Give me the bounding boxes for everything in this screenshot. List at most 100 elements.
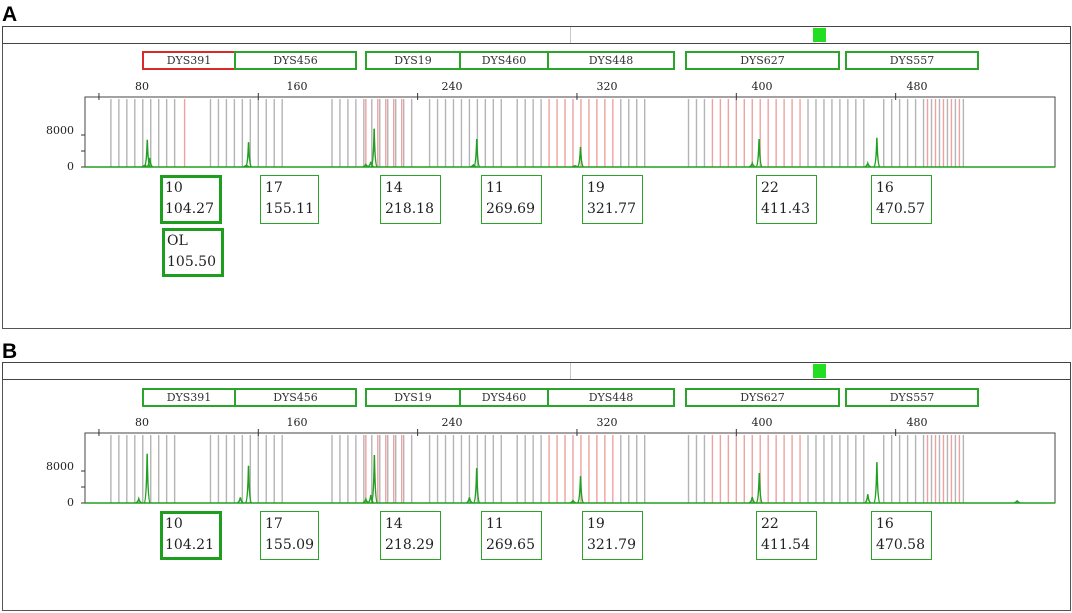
peak-mark — [236, 497, 244, 504]
allele-size: 470.58 — [876, 537, 925, 553]
allele-call-box[interactable]: 22 411.54 — [756, 511, 817, 560]
peak-mark — [370, 454, 379, 504]
peak-mark — [244, 142, 253, 168]
marker-dys19[interactable]: DYS19 — [365, 51, 461, 70]
allele-size: 155.09 — [265, 537, 314, 553]
allele-value: 17 — [265, 516, 283, 532]
peak-mark — [873, 462, 881, 504]
peak-mark — [367, 494, 375, 504]
peak-mark — [473, 468, 481, 504]
marker-dys19[interactable]: DYS19 — [365, 388, 461, 407]
peak-mark — [576, 476, 585, 504]
allele-call-box[interactable]: 10 104.21 — [160, 511, 222, 560]
peak-mark — [466, 497, 473, 504]
x-tick-label: 80 — [135, 80, 149, 93]
marker-dys448[interactable]: DYS448 — [547, 388, 675, 407]
x-tick-label: 240 — [441, 416, 463, 429]
allele-call-box[interactable]: 16 470.58 — [871, 511, 932, 560]
allele-value: 10 — [165, 180, 183, 196]
allele-call-box[interactable]: 11 269.65 — [481, 511, 542, 560]
x-tick-label: 400 — [751, 416, 773, 429]
panel-b-letter: B — [2, 340, 18, 363]
plot-frame — [84, 432, 1056, 504]
allele-value: 16 — [876, 516, 894, 532]
allele-call-box[interactable]: 11 269.69 — [481, 175, 542, 224]
scrollbar-center-line — [570, 27, 571, 43]
allele-call-box[interactable]: 14 218.18 — [380, 175, 441, 224]
peak-mark — [755, 138, 763, 168]
marker-dys557[interactable]: DYS557 — [845, 51, 979, 70]
peak-mark — [473, 138, 481, 168]
marker-dys456[interactable]: DYS456 — [234, 388, 357, 407]
scrollbar-thumb[interactable] — [813, 28, 826, 42]
panel-a-electropherogram — [81, 93, 1056, 168]
allele-value: OL — [167, 233, 188, 249]
allele-call-box[interactable]: 16 470.57 — [871, 175, 932, 224]
x-tick-label: 400 — [751, 80, 773, 93]
allele-size: 155.11 — [265, 201, 314, 217]
marker-dys460[interactable]: DYS460 — [459, 51, 549, 70]
allele-value: 10 — [165, 516, 183, 532]
x-tick-label: 320 — [596, 416, 618, 429]
marker-dys456[interactable]: DYS456 — [234, 51, 357, 70]
marker-dys460[interactable]: DYS460 — [459, 388, 549, 407]
allele-call-box[interactable]: OL 105.50 — [162, 228, 224, 277]
allele-size: 105.50 — [167, 254, 216, 270]
peak-mark — [143, 453, 151, 504]
allele-value: 22 — [761, 516, 779, 532]
x-tick-label: 320 — [596, 80, 618, 93]
scrollbar-thumb[interactable] — [813, 364, 826, 378]
peak-mark — [748, 496, 756, 504]
allele-value: 16 — [876, 180, 894, 196]
panel-a-letter: A — [2, 3, 18, 26]
allele-value: 14 — [385, 516, 403, 532]
allele-call-box[interactable]: 14 218.29 — [380, 511, 441, 560]
x-tick-label: 480 — [906, 416, 928, 429]
allele-call-box[interactable]: 19 321.77 — [582, 175, 643, 224]
x-tick-label: 80 — [135, 416, 149, 429]
allele-value: 11 — [486, 516, 504, 532]
allele-call-box[interactable]: 17 155.11 — [260, 175, 319, 224]
panel-a-scrollbar[interactable] — [2, 26, 1071, 44]
marker-dys557[interactable]: DYS557 — [845, 388, 979, 407]
scrollbar-center-line — [570, 363, 571, 379]
allele-value: 11 — [486, 180, 504, 196]
allele-call-box[interactable]: 10 104.27 — [160, 175, 222, 224]
peak-mark — [864, 494, 872, 504]
y-tick-label: 0 — [67, 496, 74, 509]
marker-dys391[interactable]: DYS391 — [142, 51, 236, 70]
allele-call-box[interactable]: 22 411.43 — [756, 175, 817, 224]
marker-dys448[interactable]: DYS448 — [547, 51, 675, 70]
peak-mark — [367, 161, 375, 168]
x-tick-label: 240 — [441, 80, 463, 93]
allele-call-box[interactable]: 19 321.79 — [582, 511, 643, 560]
y-tick-label: 8000 — [46, 460, 74, 473]
marker-dys627[interactable]: DYS627 — [685, 388, 840, 407]
allele-size: 470.57 — [876, 201, 925, 217]
peak-mark — [873, 137, 881, 168]
allele-size: 411.54 — [761, 537, 810, 553]
allele-size: 411.43 — [761, 201, 810, 217]
allele-value: 14 — [385, 180, 403, 196]
peak-mark — [755, 472, 763, 504]
marker-dys391[interactable]: DYS391 — [142, 388, 236, 407]
allele-value: 22 — [761, 180, 779, 196]
marker-dys627[interactable]: DYS627 — [685, 51, 840, 70]
allele-size: 321.79 — [587, 537, 636, 553]
peak-mark — [244, 465, 253, 504]
x-tick-label: 160 — [286, 416, 308, 429]
y-tick-label: 8000 — [46, 124, 74, 137]
allele-size: 104.27 — [165, 201, 214, 217]
allele-size: 269.69 — [486, 201, 535, 217]
allele-call-box[interactable]: 17 155.09 — [260, 511, 319, 560]
panel-b-electropherogram — [81, 429, 1056, 504]
allele-value: 19 — [587, 180, 605, 196]
peak-mark — [146, 157, 154, 168]
y-tick-label: 0 — [67, 160, 74, 173]
panel-b-scrollbar[interactable] — [2, 362, 1071, 380]
allele-size: 321.77 — [587, 201, 636, 217]
x-tick-label: 480 — [906, 80, 928, 93]
allele-value: 19 — [587, 516, 605, 532]
allele-value: 17 — [265, 180, 283, 196]
peak-mark — [576, 146, 585, 168]
